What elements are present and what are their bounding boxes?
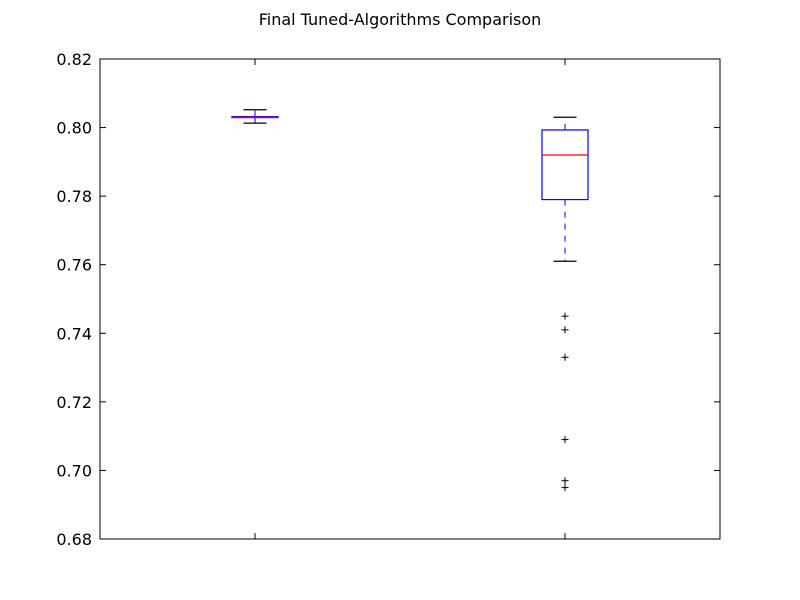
plot-area: 0.68 0.70 0.72 0.74 0.76 0.78 0.80 0.82 (56, 50, 721, 549)
chart-title: Final Tuned-Algorithms Comparison (259, 10, 542, 29)
y-tick-label: 0.74 (56, 324, 92, 343)
y-tick-label: 0.76 (56, 256, 92, 275)
y-tick-label: 0.82 (56, 50, 92, 69)
outlier-point (561, 326, 569, 334)
y-tick-label: 0.68 (56, 530, 92, 549)
axes-frame (99, 58, 721, 540)
outlier-point (561, 353, 569, 361)
box-2 (541, 129, 589, 201)
y-tick-label: 0.80 (56, 119, 92, 138)
y-tick-label: 0.78 (56, 187, 92, 206)
outlier-point (561, 477, 569, 485)
y-tick-label: 0.72 (56, 393, 92, 412)
outlier-point (561, 436, 569, 444)
outlier-point (561, 312, 569, 320)
y-tick-label: 0.70 (56, 461, 92, 480)
outlier-point (561, 484, 569, 492)
